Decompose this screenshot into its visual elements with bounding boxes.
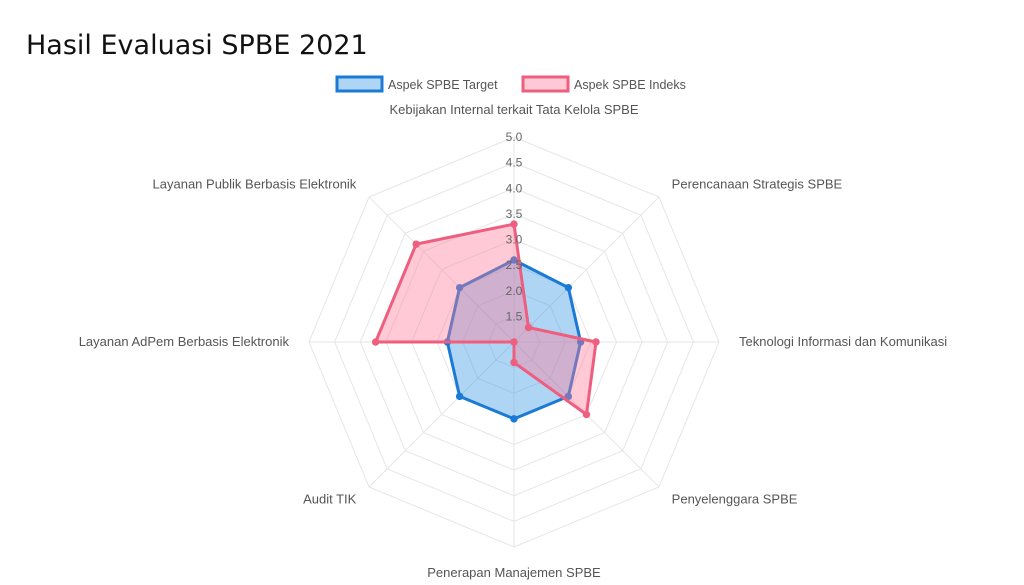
axis-label: Kebijakan Internal terkait Tata Kelola S… [389,102,638,117]
data-point[interactable] [564,392,573,401]
legend: Aspek SPBE Target Aspek SPBE Indeks [335,75,686,93]
axis-labels: Kebijakan Internal terkait Tata Kelola S… [79,102,948,580]
legend-label-indeks: Aspek SPBE Indeks [574,78,686,92]
data-point[interactable] [455,392,464,401]
grid-spoke [513,196,660,343]
tick-label: 3.5 [506,207,523,221]
data-point[interactable] [510,220,518,228]
data-point[interactable] [564,283,573,292]
tick-label: 2.5 [506,258,523,272]
data-point[interactable] [592,338,600,346]
data-point[interactable] [510,415,518,423]
data-point[interactable] [524,323,533,332]
tick-label: 4.5 [506,156,523,170]
radial-tick-labels: 1.5 2.0 2.5 3.0 3.5 4.0 4.5 5.0 [506,130,523,323]
tick-label: 5.0 [506,130,523,144]
tick-label: 4.0 [506,181,523,195]
tick-label: 2.0 [506,284,523,298]
grid-spoke [368,196,515,343]
axis-label: Audit TIK [303,492,357,507]
axis-label: Penerapan Manajemen SPBE [427,565,601,580]
legend-label-target: Aspek SPBE Target [388,78,498,92]
axis-label: Layanan Publik Berbasis Elektronik [153,176,357,191]
tick-label: 3.0 [506,233,523,247]
data-point[interactable] [371,338,380,346]
axis-label: Layanan AdPem Berbasis Elektronik [79,334,290,349]
data-point[interactable] [510,358,518,367]
data-point[interactable] [582,410,591,419]
axis-label: Perencanaan Strategis SPBE [672,176,843,191]
data-point[interactable] [510,338,518,346]
axis-label: Teknologi Informasi dan Komunikasi [739,334,947,349]
legend-swatch-target[interactable] [335,75,384,93]
radar-series [371,220,600,423]
legend-swatch-indeks[interactable] [521,75,570,93]
tick-label: 1.5 [506,309,523,323]
data-point[interactable] [455,283,464,292]
data-point[interactable] [510,256,518,264]
data-point[interactable] [412,240,420,248]
grid-spoke [368,341,515,488]
axis-label: Penyelenggara SPBE [672,492,798,507]
series-1 [371,220,600,419]
page-title: Hasil Evaluasi SPBE 2021 [26,30,368,61]
